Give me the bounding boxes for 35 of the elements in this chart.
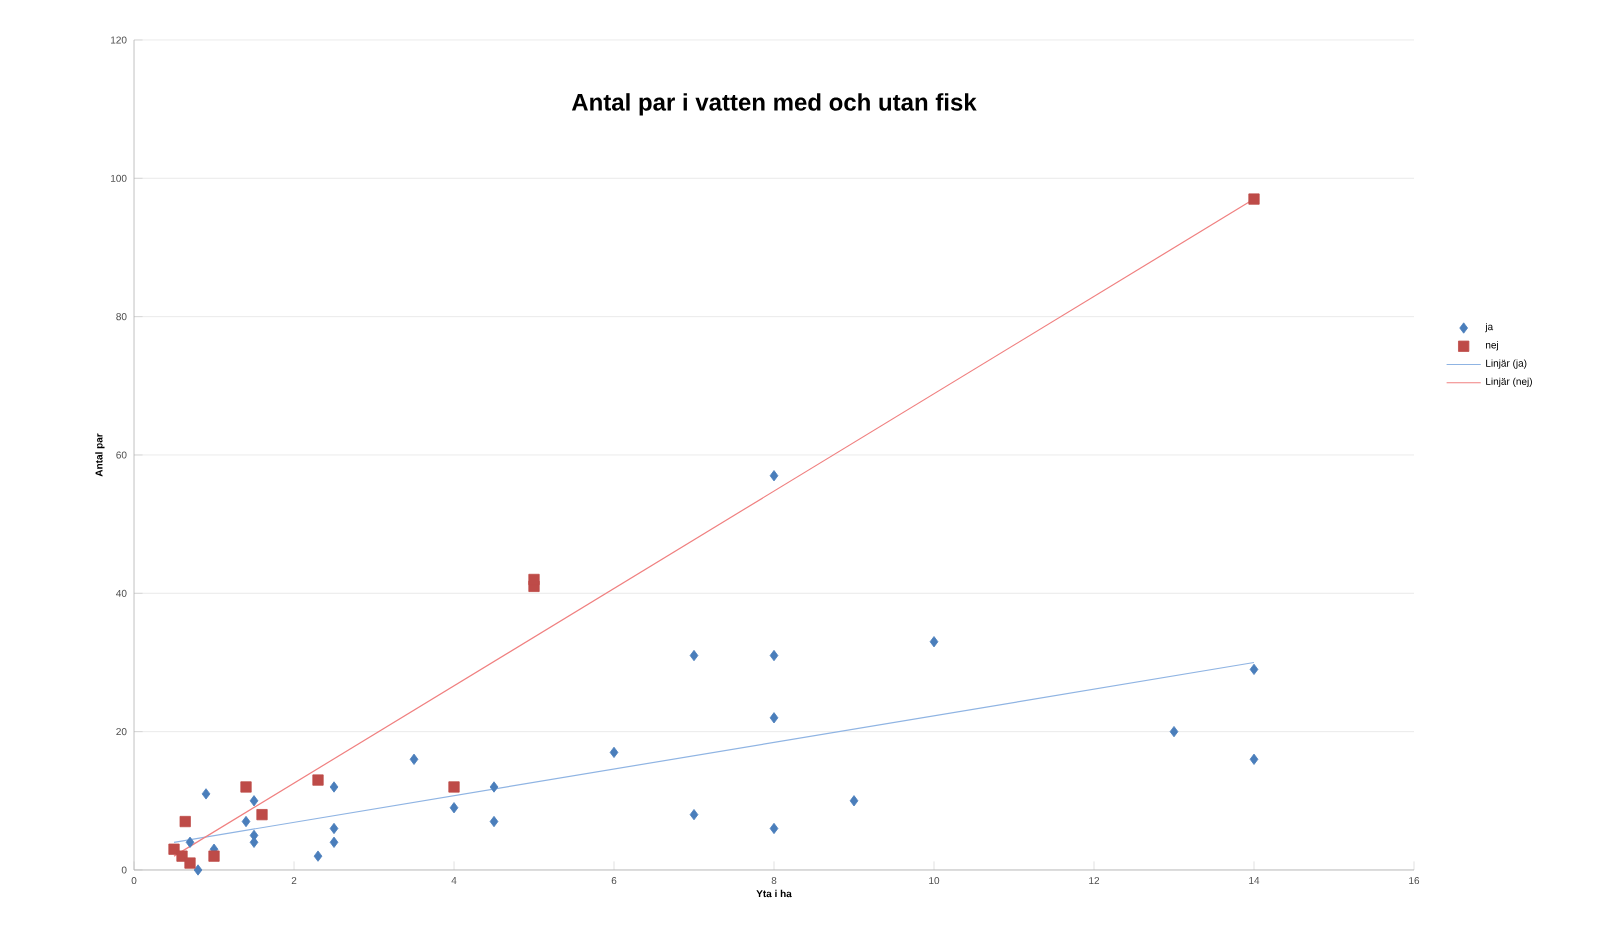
point: [240, 781, 252, 793]
point: [489, 781, 499, 793]
point: [329, 836, 339, 848]
point: [329, 781, 339, 793]
point: [249, 795, 259, 807]
point: [769, 470, 779, 482]
point: [929, 636, 939, 648]
point: [313, 850, 323, 862]
point: [185, 836, 195, 848]
point: [184, 857, 196, 869]
point: [241, 815, 251, 828]
point: [528, 573, 540, 586]
point: [312, 774, 324, 786]
point: [1249, 753, 1259, 765]
point: [201, 788, 211, 800]
point: [449, 802, 459, 814]
point: [329, 822, 339, 835]
point: [489, 815, 499, 828]
point: [256, 809, 268, 821]
point: [769, 649, 779, 662]
point: [179, 815, 191, 828]
point: [1249, 663, 1259, 675]
point: [769, 712, 779, 724]
text: Antal par i vatten med och utan fisk: [571, 93, 977, 116]
point: [448, 781, 460, 793]
point: [208, 850, 220, 862]
point: [609, 746, 619, 758]
point: [769, 822, 779, 835]
point: [849, 795, 859, 807]
point: [1248, 193, 1260, 205]
point: [193, 864, 203, 876]
point: [689, 809, 699, 821]
point: [689, 649, 699, 662]
point: [409, 753, 419, 765]
point: [1169, 726, 1179, 738]
